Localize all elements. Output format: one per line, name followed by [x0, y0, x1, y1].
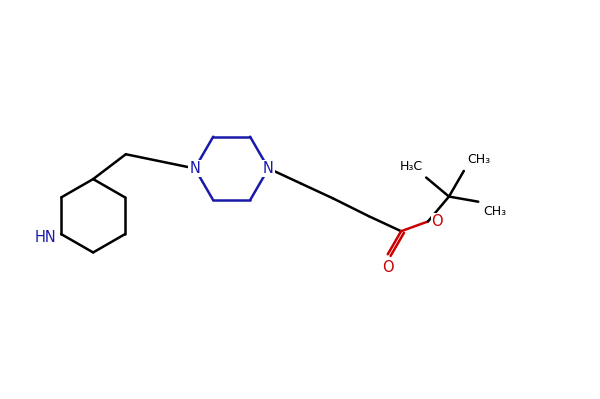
Text: CH₃: CH₃ [467, 153, 490, 166]
Text: O: O [431, 214, 443, 229]
Text: CH₃: CH₃ [483, 205, 506, 217]
Text: N: N [190, 161, 200, 176]
Text: H₃C: H₃C [400, 160, 423, 173]
Text: N: N [263, 161, 274, 176]
Text: HN: HN [35, 229, 56, 245]
Text: O: O [382, 260, 394, 275]
